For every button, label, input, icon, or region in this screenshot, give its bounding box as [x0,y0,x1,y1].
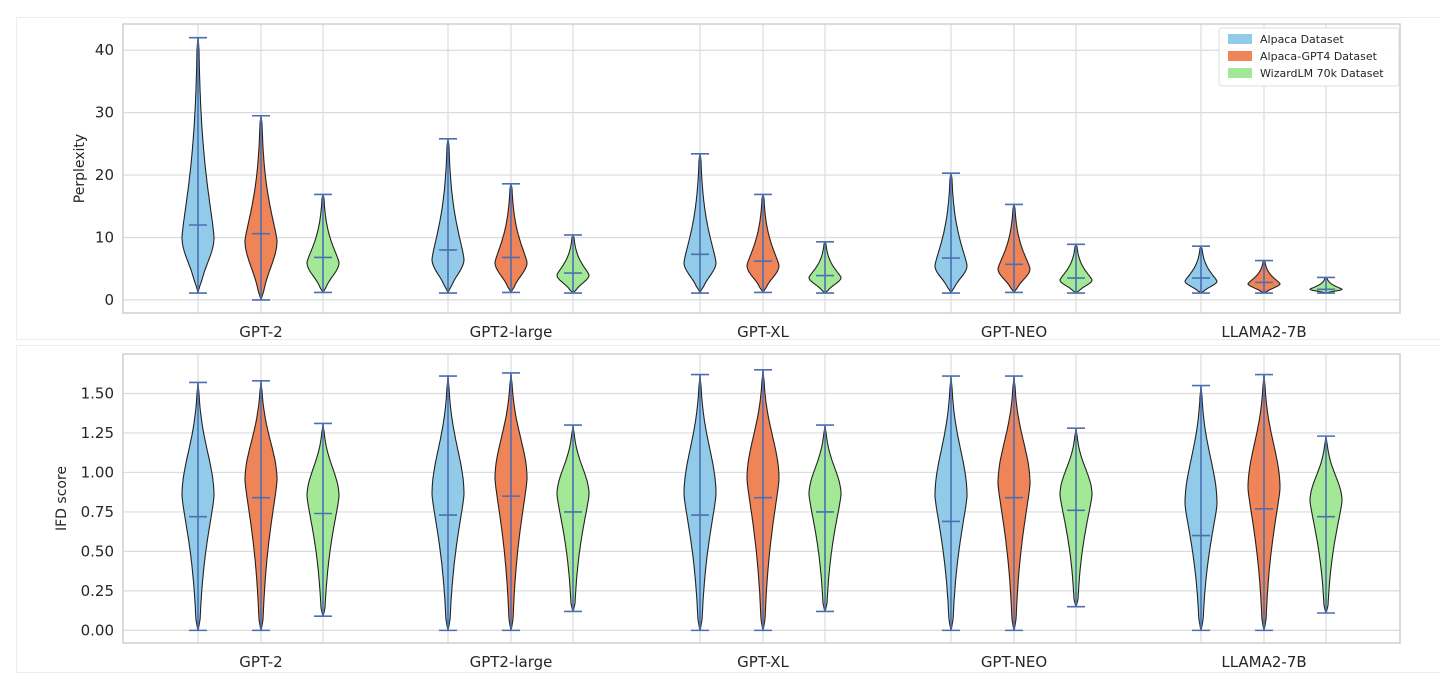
x-tick-label: GPT-XL [737,323,789,341]
y-axis-label: IFD score [54,466,70,531]
x-tick-label: GPT-XL [737,653,789,671]
y-tick-label: 1.50 [81,384,114,402]
plot-frame [122,23,1401,314]
x-tick-label: GPT2-large [470,323,553,341]
y-tick-label: 40 [95,41,114,59]
bottom-panel-card [16,345,1440,673]
legend-swatch [1228,51,1252,61]
y-tick-label: 30 [95,104,114,122]
legend-box [1218,27,1400,87]
y-tick-label: 0.25 [81,582,114,600]
legend-label: WizardLM 70k Dataset [1260,67,1384,80]
legend: Alpaca Dataset Alpaca-GPT4 Dataset WizardL… [1218,27,1400,87]
plot-frame [122,353,1401,644]
y-axis-label: Perplexity [72,134,88,203]
y-tick-label: 20 [95,166,114,184]
y-tick-label: 1.25 [81,424,114,442]
perplexity-chart: 0 10 20 30 40 GPT-2 GPT2-large GPT-XL GPT-NEO LLA… [72,23,1401,341]
ifd-score-chart: 0.00 0.25 0.50 0.75 1.00 1.25 1.50 GPT-2 GPT2-la… [54,353,1401,671]
x-tick-label: LLAMA2-7B [1221,653,1306,671]
legend-swatch [1228,68,1252,78]
y-tick-label: 0.75 [81,503,114,521]
legend-swatch [1228,34,1252,44]
y-tick-label: 0 [104,291,114,309]
y-tick-label: 0.00 [81,621,114,639]
y-tick-label: 1.00 [81,463,114,481]
x-tick-label: GPT-NEO [981,653,1047,671]
x-tick-label: GPT-2 [239,653,282,671]
x-tick-label: LLAMA2-7B [1221,323,1306,341]
legend-label: Alpaca-GPT4 Dataset [1260,50,1378,63]
legend-label: Alpaca Dataset [1260,33,1344,46]
x-tick-label: GPT2-large [470,653,553,671]
x-tick-label: GPT-2 [239,323,282,341]
y-tick-label: 0.50 [81,542,114,560]
x-tick-label: GPT-NEO [981,323,1047,341]
y-tick-label: 10 [95,228,114,246]
